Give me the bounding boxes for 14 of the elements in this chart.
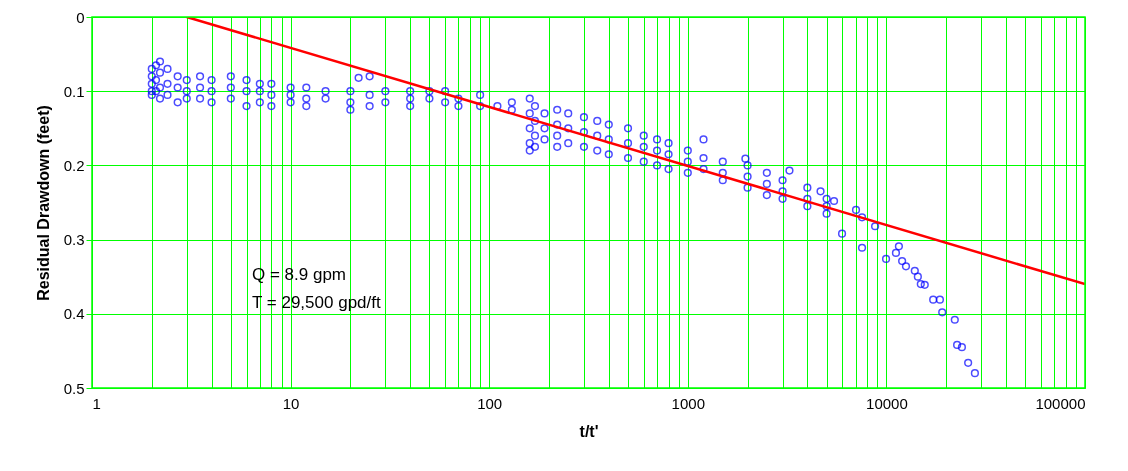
y-tick-label: 0.2	[63, 156, 85, 174]
x-tick-label: 100000	[1035, 394, 1086, 412]
y-axis-title: Residual Drawdown (feet)	[34, 105, 52, 301]
x-tick-label: 100	[477, 394, 503, 412]
y-tick-label: 0	[76, 8, 85, 26]
y-tick-label: 0.1	[63, 82, 85, 100]
x-tick-label: 10	[282, 394, 300, 412]
x-tick-label: 1	[92, 394, 101, 412]
x-axis-title: t/t'	[579, 422, 599, 440]
y-tick-label: 0.4	[63, 305, 85, 323]
x-tick-label: 10000	[866, 394, 908, 412]
x-tick-label: 1000	[671, 394, 705, 412]
y-tick-label: 0.5	[63, 379, 85, 397]
y-tick-label: 0.3	[63, 231, 85, 249]
